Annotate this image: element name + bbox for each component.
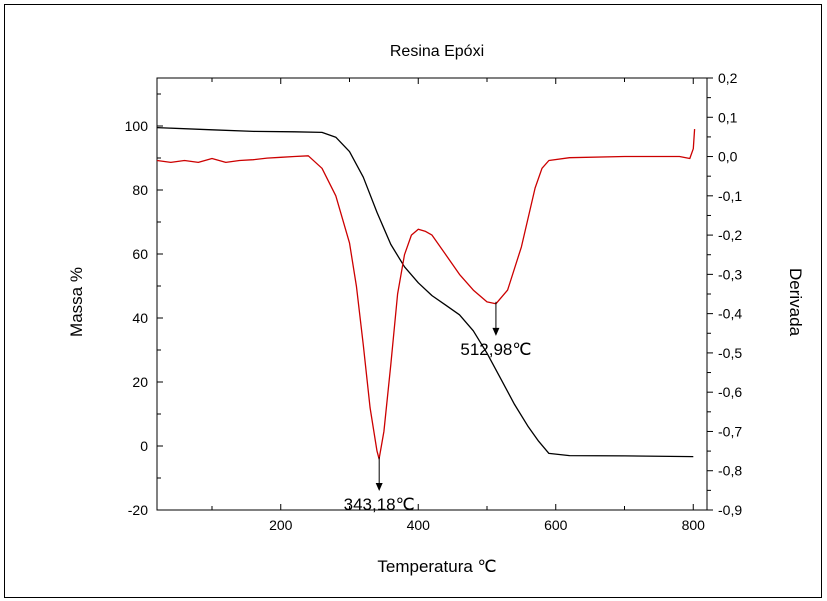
y-left-tick-label: 60 <box>132 246 148 262</box>
annotation-label: 512,98℃ <box>460 340 531 359</box>
y-axis-left-label: Massa % <box>67 267 86 337</box>
y-right-tick-label: -0,3 <box>718 266 742 282</box>
y-left-tick-label: 20 <box>132 374 148 390</box>
y-right-tick-label: -0,6 <box>718 384 742 400</box>
y-right-tick-label: 0,0 <box>718 149 738 165</box>
plot-border <box>156 77 708 511</box>
y-right-tick-label: 0,2 <box>718 70 738 86</box>
annotation-arrow-head <box>492 327 500 336</box>
x-tick-label: 200 <box>269 517 293 533</box>
mass-curve <box>156 126 694 458</box>
derivative-curve <box>156 129 696 460</box>
y-left-tick-label: 80 <box>132 182 148 198</box>
chart-frame <box>4 4 822 598</box>
y-right-tick-label: -0,2 <box>718 227 742 243</box>
y-right-tick-label: -0,1 <box>718 188 742 204</box>
y-right-tick-label: -0,5 <box>718 345 742 361</box>
annotation-arrow-head <box>375 482 383 491</box>
annotation-label: 343,18℃ <box>344 495 415 514</box>
y-right-tick-label: -0,7 <box>718 423 742 439</box>
y-right-tick-label: -0,9 <box>718 502 742 518</box>
y-left-tick-label: 0 <box>140 438 148 454</box>
x-tick-label: 800 <box>682 517 706 533</box>
curves <box>156 126 696 460</box>
y-right-tick-label: -0,4 <box>718 306 742 322</box>
y-left-tick-label: 40 <box>132 310 148 326</box>
x-axis-label: Temperatura ℃ <box>377 557 496 576</box>
y-axis-right-label: Derivada <box>786 268 805 337</box>
x-tick-label: 600 <box>544 517 568 533</box>
y-left-tick-label: -20 <box>128 502 148 518</box>
axes: 200 400 600 800 -20 0 20 40 60 80 100 -0,9 -0,8 -0,7 -… <box>125 70 743 533</box>
y-right-tick-label: -0,8 <box>718 463 742 479</box>
chart-title: Resina Epóxi <box>390 43 484 60</box>
y-right-tick-label: 0,1 <box>718 109 738 125</box>
annotations: 343,18℃ 512,98℃ <box>344 301 531 514</box>
y-left-tick-label: 100 <box>125 118 149 134</box>
x-tick-label: 400 <box>407 517 431 533</box>
